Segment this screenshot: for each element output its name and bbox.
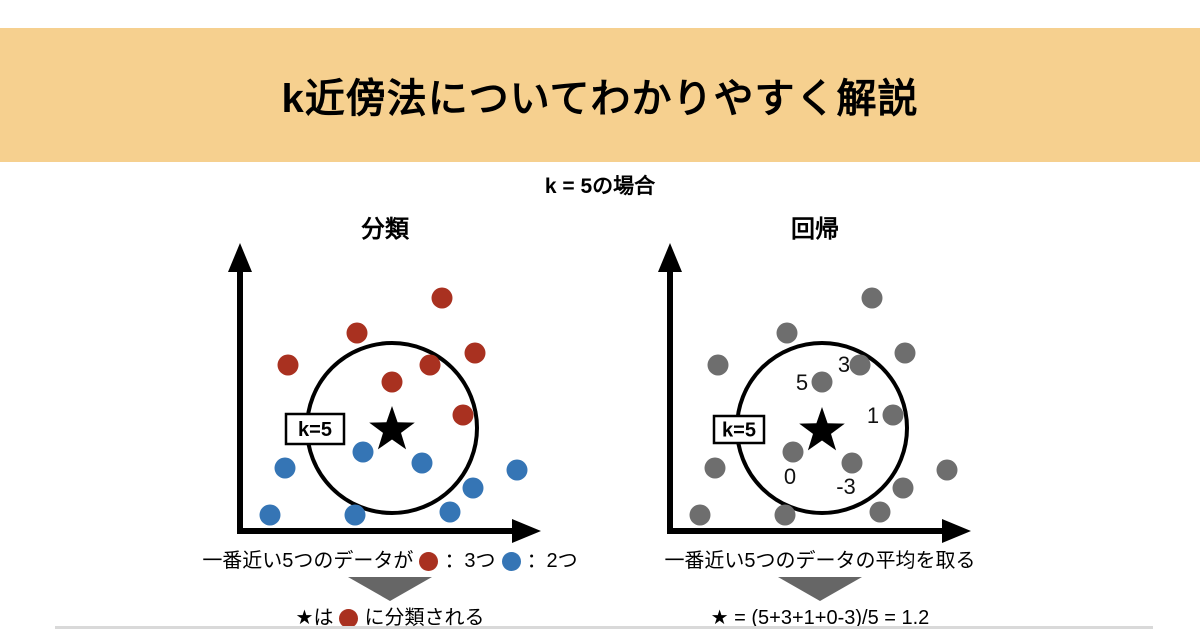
data-point-red: [464, 342, 486, 364]
data-point-blue: [259, 504, 281, 526]
data-point-gray: [704, 457, 726, 479]
dot-value-label: -3: [836, 474, 856, 499]
data-point-blue: [439, 501, 461, 523]
blue-count-label: ：2つ: [526, 550, 578, 572]
data-point-red: [381, 371, 403, 393]
page-title: k近傍法についてわかりやすく解説: [281, 77, 919, 121]
dot-value-label: 5: [796, 370, 808, 395]
regression-result-line: ★ = (5+3+1+0-3)/5 = 1.2: [710, 607, 930, 629]
data-point-red: [277, 354, 299, 376]
data-point-red: [452, 404, 474, 426]
data-point-blue: [344, 504, 366, 526]
k-label-text: k=5: [298, 419, 332, 441]
data-point-gray: [776, 322, 798, 344]
classification-caption: 一番近い5つのデータが ：3つ ：2つ ★は に分類される: [155, 549, 625, 630]
classification-title: 分類: [361, 216, 409, 243]
data-point-blue: [462, 477, 484, 499]
down-arrow-icon: [778, 577, 862, 601]
bottom-divider: [55, 626, 1153, 629]
k-label-box: [712, 414, 766, 445]
star-prefix: ★は: [295, 607, 334, 629]
left-axes: [228, 243, 541, 543]
k-label-text: k=5: [722, 420, 756, 442]
data-point-gray: [861, 287, 883, 309]
data-point-gray: [892, 477, 914, 499]
result-text: に分類される: [364, 607, 485, 629]
classification-plot: k=5: [259, 287, 528, 526]
data-point-gray: [707, 354, 729, 376]
data-point-gray: [689, 504, 711, 526]
data-point-blue: [506, 459, 528, 481]
classification-result-line: ★は に分類される: [296, 606, 485, 630]
data-point-gray: [841, 452, 863, 474]
regression-plot: 3 5 1 0 -3 k=5: [689, 287, 958, 526]
data-point-red: [419, 354, 441, 376]
dot-value-label: 3: [838, 352, 850, 377]
case-subtitle: k = 5の場合: [544, 175, 656, 198]
data-point-gray: [782, 441, 804, 463]
caption-text: 一番近い5つのデータが: [202, 550, 414, 572]
right-y-axis-arrow-icon: [658, 243, 682, 272]
right-axes: [658, 243, 971, 543]
left-y-axis-arrow-icon: [228, 243, 252, 272]
classification-count-line: 一番近い5つのデータが ：3つ ：2つ: [202, 549, 577, 573]
right-x-axis-arrow-icon: [942, 519, 971, 543]
query-star-icon: [799, 407, 845, 451]
data-point-red: [346, 322, 368, 344]
data-point-gray: [869, 501, 891, 523]
data-point-gray: [774, 504, 796, 526]
data-point-gray: [811, 371, 833, 393]
blue-dot-icon: [501, 551, 521, 571]
regression-caption: 一番近い5つのデータの平均を取る ★ = (5+3+1+0-3)/5 = 1.2: [625, 549, 1015, 630]
left-x-axis-arrow-icon: [512, 519, 541, 543]
red-dot-icon: [339, 608, 359, 628]
data-point-gray: [882, 404, 904, 426]
data-point-gray: [849, 354, 871, 376]
red-count-label: ：3つ: [444, 550, 496, 572]
data-point-gray: [894, 342, 916, 364]
down-arrow-icon: [348, 577, 432, 601]
data-point-blue: [274, 457, 296, 479]
title-banner: k近傍法についてわかりやすく解説: [0, 28, 1200, 162]
dot-value-label: 1: [867, 403, 879, 428]
query-star-icon: [369, 406, 415, 450]
regression-average-line: 一番近い5つのデータの平均を取る: [664, 550, 976, 572]
regression-title: 回帰: [791, 216, 839, 243]
dot-value-label: 0: [784, 464, 796, 489]
red-dot-icon: [419, 551, 439, 571]
k-label-box: [284, 412, 346, 446]
data-point-blue: [411, 452, 433, 474]
data-point-blue: [352, 441, 374, 463]
data-point-gray: [936, 459, 958, 481]
data-point-red: [431, 287, 453, 309]
